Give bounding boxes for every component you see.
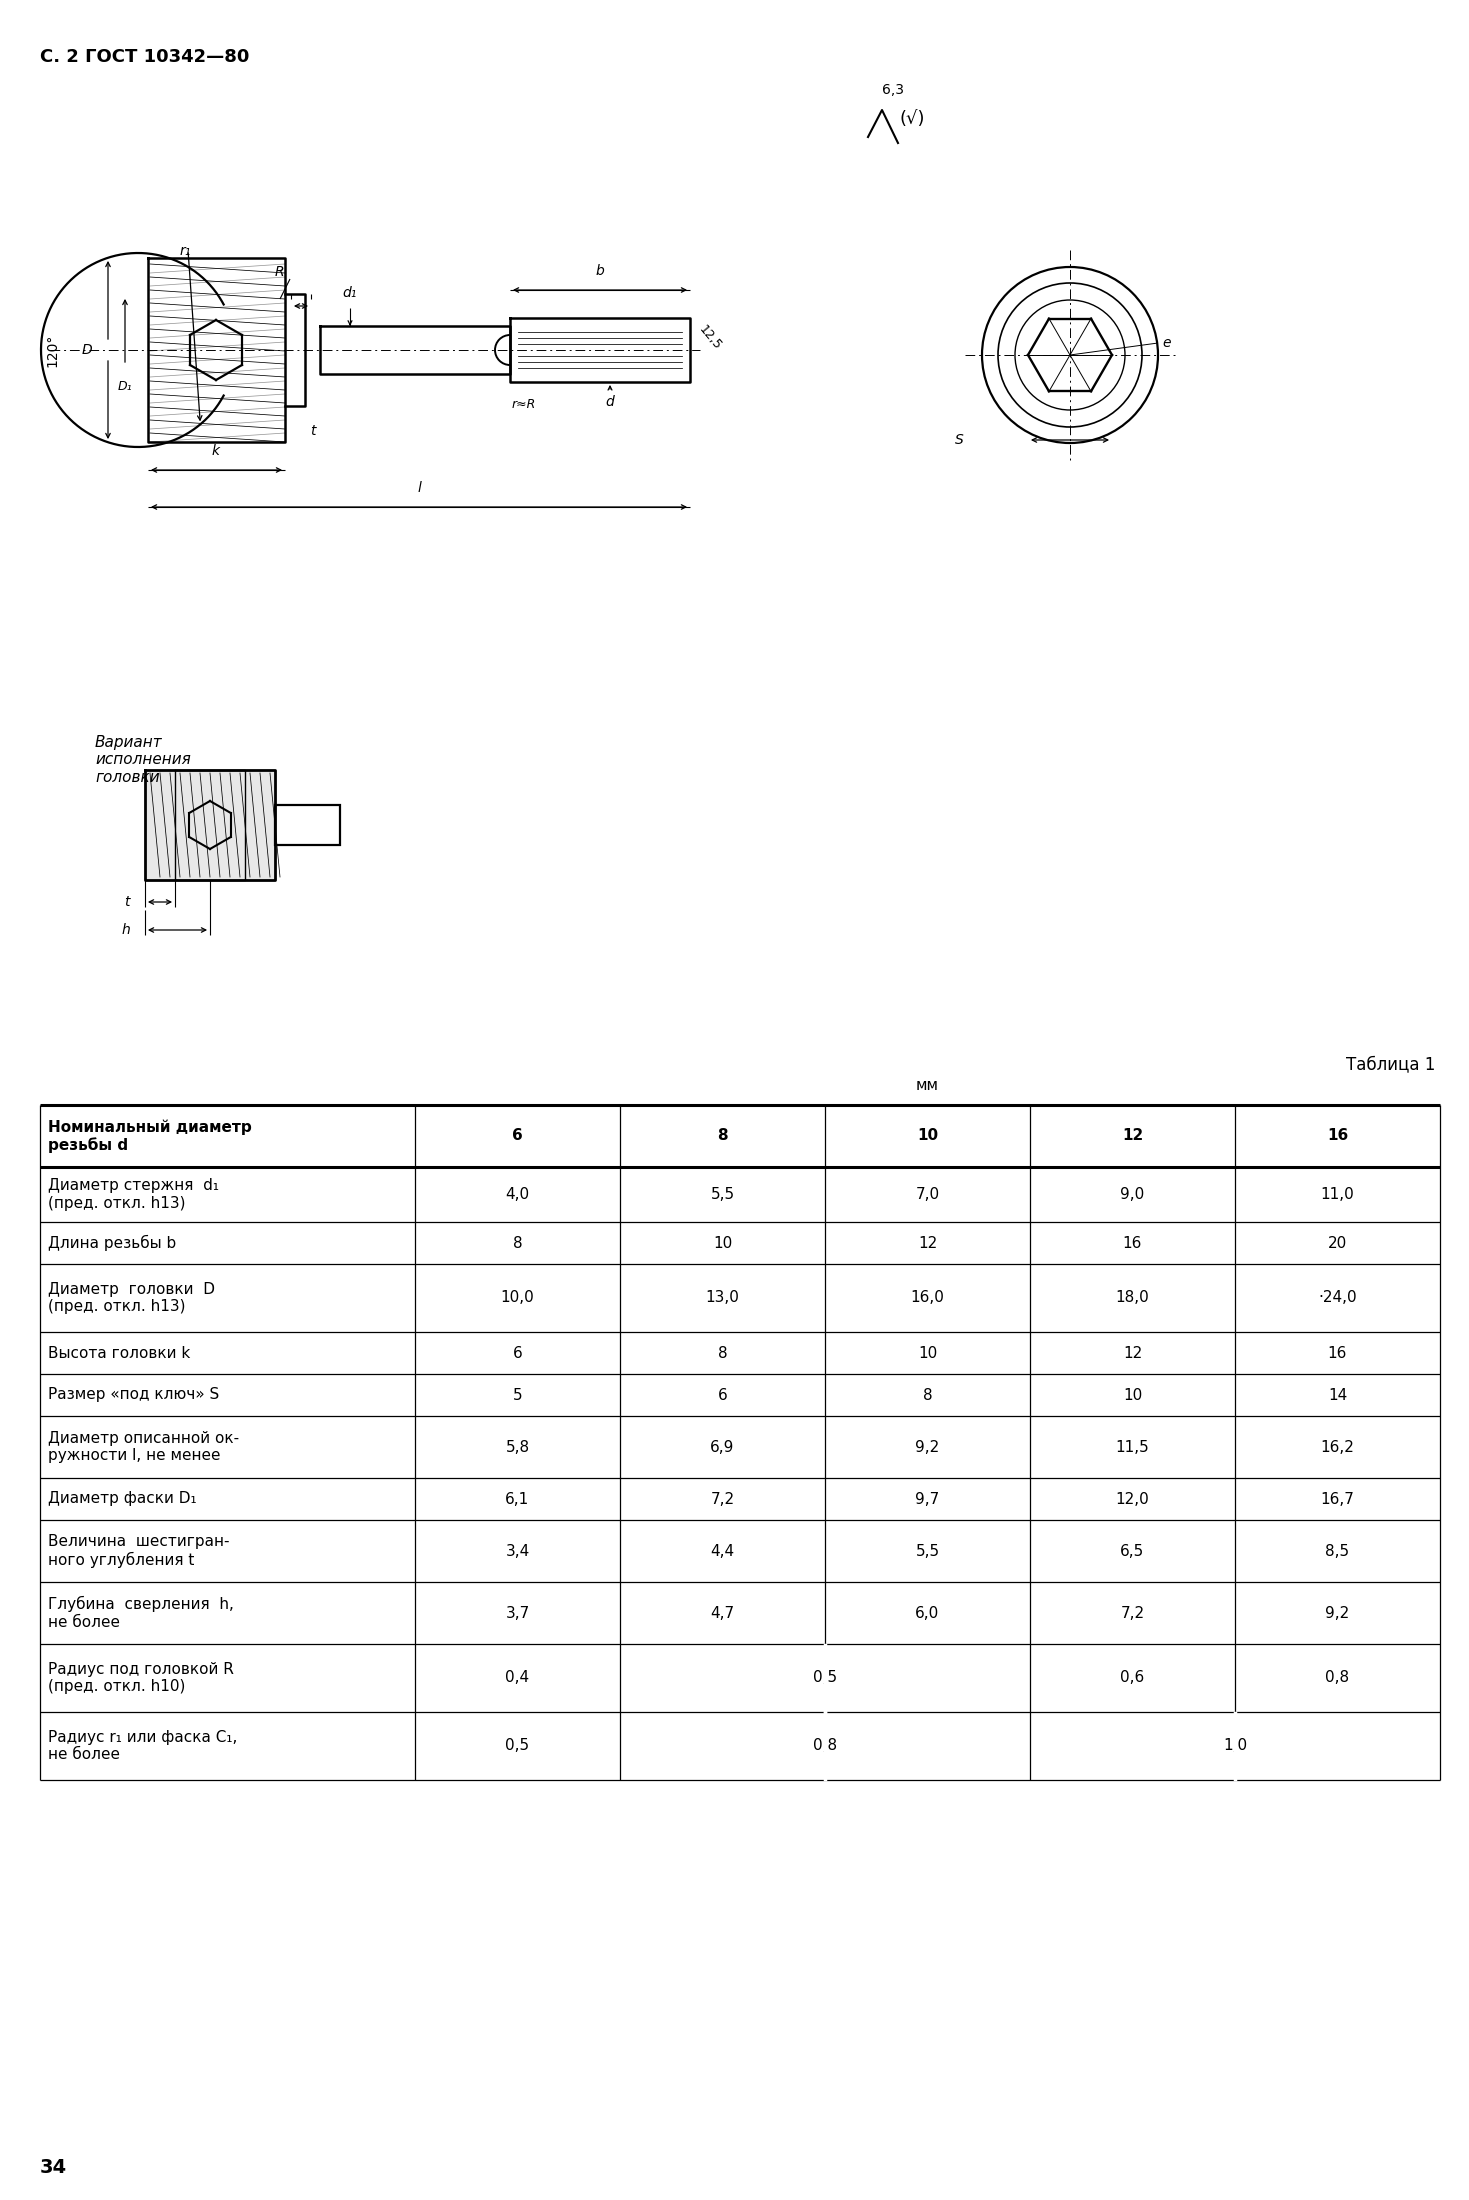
- Text: 11,5: 11,5: [1115, 1439, 1149, 1454]
- Text: 6: 6: [513, 1346, 523, 1360]
- Text: k: k: [212, 444, 220, 458]
- Text: 5: 5: [513, 1388, 523, 1404]
- Text: e: e: [1162, 337, 1171, 350]
- Text: 10,0: 10,0: [501, 1291, 535, 1305]
- Text: R: R: [275, 264, 285, 279]
- Text: r₁: r₁: [181, 244, 191, 257]
- Text: Радиус r₁ или фаска C₁,
не более: Радиус r₁ или фаска C₁, не более: [48, 1729, 238, 1762]
- Text: Длина резьбы b: Длина резьбы b: [48, 1234, 176, 1252]
- Text: 8: 8: [923, 1388, 933, 1404]
- Text: мм: мм: [917, 1078, 939, 1093]
- Text: 20: 20: [1328, 1236, 1347, 1250]
- Text: 0,6: 0,6: [1121, 1670, 1144, 1685]
- Text: ·24,0: ·24,0: [1318, 1291, 1357, 1305]
- Text: 16,2: 16,2: [1321, 1439, 1354, 1454]
- Text: 7,0: 7,0: [915, 1188, 940, 1201]
- Text: 6,5: 6,5: [1121, 1544, 1144, 1558]
- Text: Глубина  сверления  h,
не более: Глубина сверления h, не более: [48, 1597, 234, 1630]
- Bar: [145, 770, 275, 880]
- Text: 6,9: 6,9: [711, 1439, 734, 1454]
- Text: 9,7: 9,7: [915, 1492, 940, 1507]
- Text: Диаметр фаски D₁: Диаметр фаски D₁: [48, 1492, 197, 1507]
- Text: 0,4: 0,4: [505, 1670, 529, 1685]
- Text: 6: 6: [513, 1129, 523, 1144]
- Text: 12: 12: [1122, 1346, 1141, 1360]
- Text: 4,0: 4,0: [505, 1188, 529, 1201]
- Text: 8,5: 8,5: [1325, 1544, 1350, 1558]
- Text: Величина  шестигран-
ного углубления t: Величина шестигран- ного углубления t: [48, 1533, 229, 1569]
- Text: Радиус под головкой R
(пред. откл. h10): Радиус под головкой R (пред. откл. h10): [48, 1661, 234, 1694]
- Text: Таблица 1: Таблица 1: [1346, 1056, 1435, 1074]
- Text: Вариант
исполнения
головки: Вариант исполнения головки: [95, 735, 191, 785]
- Text: l: l: [417, 482, 422, 495]
- Text: Высота головки k: Высота головки k: [48, 1346, 191, 1360]
- Text: 10: 10: [917, 1129, 939, 1144]
- Text: 8: 8: [718, 1346, 727, 1360]
- Text: 10: 10: [918, 1346, 937, 1360]
- Text: 0,5: 0,5: [505, 1738, 529, 1753]
- Text: 12,0: 12,0: [1115, 1492, 1149, 1507]
- Text: Номинальный диаметр
резьбы d: Номинальный диаметр резьбы d: [48, 1120, 251, 1153]
- Text: 18,0: 18,0: [1115, 1291, 1149, 1305]
- Text: 4,4: 4,4: [711, 1544, 734, 1558]
- Text: С. 2 ГОСТ 10342—80: С. 2 ГОСТ 10342—80: [40, 48, 250, 66]
- Text: 16: 16: [1328, 1346, 1347, 1360]
- Text: 5,8: 5,8: [505, 1439, 529, 1454]
- Text: S: S: [955, 433, 964, 447]
- Text: 0,8: 0,8: [812, 1738, 837, 1753]
- Text: d: d: [605, 396, 614, 409]
- Text: D₁: D₁: [118, 381, 132, 394]
- Text: 12,5: 12,5: [696, 323, 724, 352]
- Text: 9,2: 9,2: [915, 1439, 940, 1454]
- Text: 16,0: 16,0: [911, 1291, 945, 1305]
- Text: 12: 12: [1122, 1129, 1143, 1144]
- Text: d₁: d₁: [342, 286, 357, 299]
- Text: 0,5: 0,5: [812, 1670, 837, 1685]
- Text: 10: 10: [1122, 1388, 1141, 1404]
- Text: 5,5: 5,5: [915, 1544, 940, 1558]
- Text: 6: 6: [718, 1388, 727, 1404]
- Text: 6,1: 6,1: [505, 1492, 530, 1507]
- Text: D: D: [81, 343, 93, 356]
- Text: 16: 16: [1122, 1236, 1143, 1250]
- Text: 11,0: 11,0: [1321, 1188, 1354, 1201]
- Text: 34: 34: [40, 2158, 68, 2178]
- Text: 5,5: 5,5: [711, 1188, 734, 1201]
- Text: 12: 12: [918, 1236, 937, 1250]
- Text: (√): (√): [900, 110, 925, 128]
- Text: h: h: [122, 924, 129, 937]
- Text: 13,0: 13,0: [705, 1291, 739, 1305]
- Text: 3,7: 3,7: [505, 1606, 530, 1621]
- Text: b: b: [595, 264, 604, 277]
- Text: t: t: [125, 895, 129, 909]
- Text: Диаметр  головки  D
(пред. откл. h13): Диаметр головки D (пред. откл. h13): [48, 1283, 214, 1313]
- Text: Размер «под ключ» S: Размер «под ключ» S: [48, 1388, 219, 1404]
- Text: 8: 8: [717, 1129, 727, 1144]
- Text: 7,2: 7,2: [1121, 1606, 1144, 1621]
- Text: 120°: 120°: [46, 334, 59, 367]
- Text: 9,0: 9,0: [1121, 1188, 1144, 1201]
- Text: r≈R: r≈R: [513, 398, 536, 411]
- Text: 6,0: 6,0: [915, 1606, 940, 1621]
- Text: 16: 16: [1327, 1129, 1349, 1144]
- Text: 16,7: 16,7: [1321, 1492, 1354, 1507]
- Text: 3,4: 3,4: [505, 1544, 530, 1558]
- Text: 14: 14: [1328, 1388, 1347, 1404]
- Text: Диаметр описанной ок-
ружности l, не менее: Диаметр описанной ок- ружности l, не мен…: [48, 1430, 239, 1463]
- Text: 6,3: 6,3: [881, 84, 903, 97]
- Text: 7,2: 7,2: [711, 1492, 734, 1507]
- Text: 1,0: 1,0: [1222, 1738, 1247, 1753]
- Text: 10: 10: [712, 1236, 732, 1250]
- Text: 0,8: 0,8: [1325, 1670, 1350, 1685]
- Text: 9,2: 9,2: [1325, 1606, 1350, 1621]
- Text: 4,7: 4,7: [711, 1606, 734, 1621]
- Text: 8: 8: [513, 1236, 523, 1250]
- Text: t: t: [310, 425, 316, 438]
- Bar: [275, 805, 339, 845]
- Text: Диаметр стержня  d₁
(пред. откл. h13): Диаметр стержня d₁ (пред. откл. h13): [48, 1179, 219, 1210]
